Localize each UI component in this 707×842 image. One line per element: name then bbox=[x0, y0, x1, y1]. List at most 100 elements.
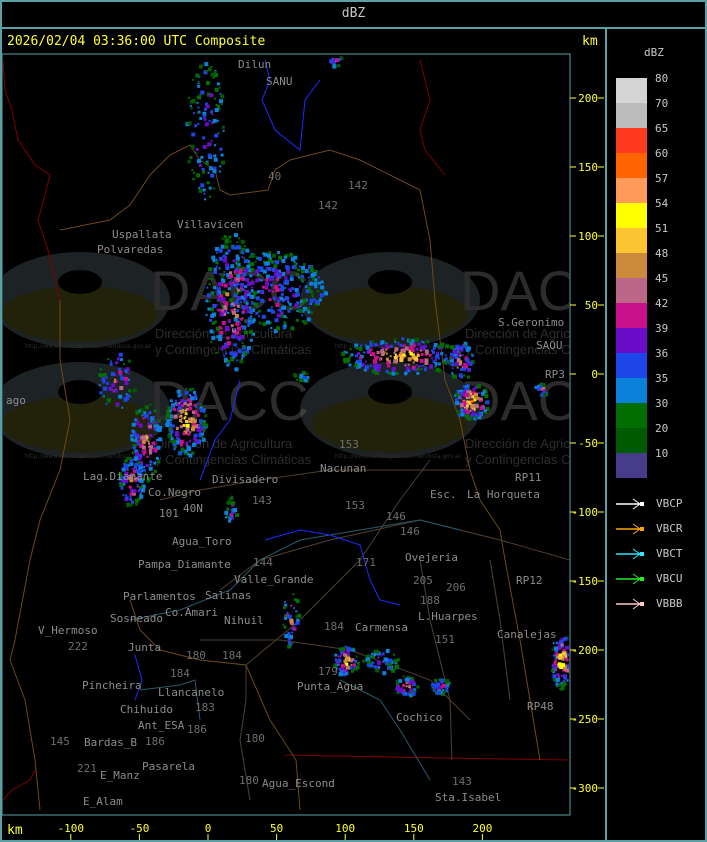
place-label: Parlamentos bbox=[123, 590, 196, 603]
echo-cell bbox=[252, 319, 256, 323]
echo-cell bbox=[285, 265, 290, 269]
route-number: 206 bbox=[446, 581, 466, 594]
echo-cell bbox=[176, 389, 181, 394]
echo-cell bbox=[466, 387, 469, 390]
echo-cell bbox=[413, 356, 418, 361]
echo-cell bbox=[380, 349, 385, 354]
echo-cell bbox=[275, 260, 280, 265]
echo-cell bbox=[120, 376, 125, 381]
echo-cell bbox=[218, 325, 221, 328]
legend-label: 10 bbox=[655, 447, 669, 460]
echo-cell bbox=[376, 368, 381, 372]
echo-cell bbox=[452, 354, 455, 357]
echo-cell bbox=[472, 388, 476, 391]
echo-cell bbox=[158, 437, 163, 442]
echo-cell bbox=[415, 364, 418, 367]
echo-cell bbox=[211, 121, 215, 125]
echo-cell bbox=[391, 662, 394, 665]
place-label: Co.Negro bbox=[148, 486, 201, 499]
route-number: 144 bbox=[253, 556, 273, 569]
echo-cell bbox=[173, 446, 176, 449]
echo-cell bbox=[217, 308, 221, 312]
echo-cell bbox=[168, 426, 172, 430]
echo-cell bbox=[204, 122, 209, 127]
echo-cell bbox=[247, 324, 250, 327]
echo-cell bbox=[301, 275, 304, 278]
x-tick-label: 50 bbox=[270, 822, 283, 835]
echo-cell bbox=[153, 426, 158, 431]
echo-cell bbox=[191, 132, 196, 137]
echo-cell bbox=[451, 372, 454, 375]
watermark-logo: DACC bbox=[460, 369, 619, 432]
echo-cell bbox=[235, 262, 238, 265]
echo-cell bbox=[302, 310, 305, 313]
echo-cell bbox=[142, 436, 147, 441]
echo-cell bbox=[231, 302, 235, 306]
echo-cell bbox=[360, 362, 365, 367]
echo-cell bbox=[407, 369, 410, 373]
echo-cell bbox=[352, 663, 356, 667]
echo-cell bbox=[153, 461, 157, 465]
echo-cell bbox=[541, 383, 546, 387]
echo-cell bbox=[365, 656, 368, 659]
echo-cell bbox=[245, 319, 248, 322]
echo-cell bbox=[298, 265, 301, 268]
echo-cell bbox=[240, 301, 243, 304]
echo-cell bbox=[474, 403, 479, 408]
echo-cell bbox=[192, 171, 195, 174]
echo-cell bbox=[212, 321, 215, 325]
echo-cell bbox=[141, 484, 146, 489]
place-label: Uspallata bbox=[112, 228, 172, 241]
place-label: RP48 bbox=[527, 700, 554, 713]
echo-cell bbox=[236, 274, 241, 279]
echo-cell bbox=[437, 362, 441, 366]
echo-cell bbox=[190, 417, 195, 422]
echo-cell bbox=[249, 274, 253, 278]
echo-cell bbox=[333, 64, 336, 66]
echo-cell bbox=[314, 270, 318, 273]
echo-cell bbox=[219, 147, 223, 151]
echo-cell bbox=[210, 278, 213, 280]
echo-cell bbox=[203, 192, 206, 195]
echo-cell bbox=[237, 272, 240, 275]
echo-cell bbox=[239, 251, 242, 254]
echo-cell bbox=[118, 367, 122, 371]
echo-cell bbox=[198, 64, 203, 69]
place-label: Carmensa bbox=[355, 621, 408, 634]
echo-cell bbox=[236, 288, 240, 292]
echo-cell bbox=[120, 478, 125, 483]
echo-cell bbox=[127, 360, 130, 363]
echo-cell bbox=[184, 390, 189, 395]
echo-cell bbox=[131, 468, 134, 470]
echo-cell bbox=[288, 288, 292, 292]
echo-cell bbox=[223, 354, 226, 357]
boundary-line bbox=[261, 59, 321, 151]
echo-cell bbox=[102, 380, 106, 384]
echo-cell bbox=[268, 298, 272, 302]
echo-cell bbox=[136, 433, 139, 436]
echo-cell bbox=[124, 381, 129, 385]
echo-cell bbox=[157, 419, 161, 423]
echo-cell bbox=[235, 291, 239, 295]
echo-cell bbox=[180, 412, 183, 414]
echo-cell bbox=[365, 365, 369, 370]
echo-cell bbox=[351, 669, 354, 673]
echo-cell bbox=[166, 409, 171, 414]
echo-cell bbox=[153, 469, 157, 473]
echo-cell bbox=[240, 284, 243, 288]
echo-cell bbox=[203, 114, 206, 118]
echo-cell bbox=[370, 655, 373, 658]
echo-cell bbox=[170, 424, 172, 427]
echo-cell bbox=[233, 304, 236, 307]
echo-cell bbox=[266, 320, 271, 325]
echo-cell bbox=[296, 307, 299, 310]
watermark-line2: y Contingencias Climáticas bbox=[465, 342, 622, 357]
echo-cell bbox=[227, 319, 231, 323]
echo-cell bbox=[464, 344, 467, 347]
sensor-name: VBCR bbox=[656, 522, 683, 535]
echo-cell bbox=[265, 266, 268, 269]
echo-cell bbox=[556, 642, 559, 645]
echo-cell bbox=[225, 251, 229, 255]
